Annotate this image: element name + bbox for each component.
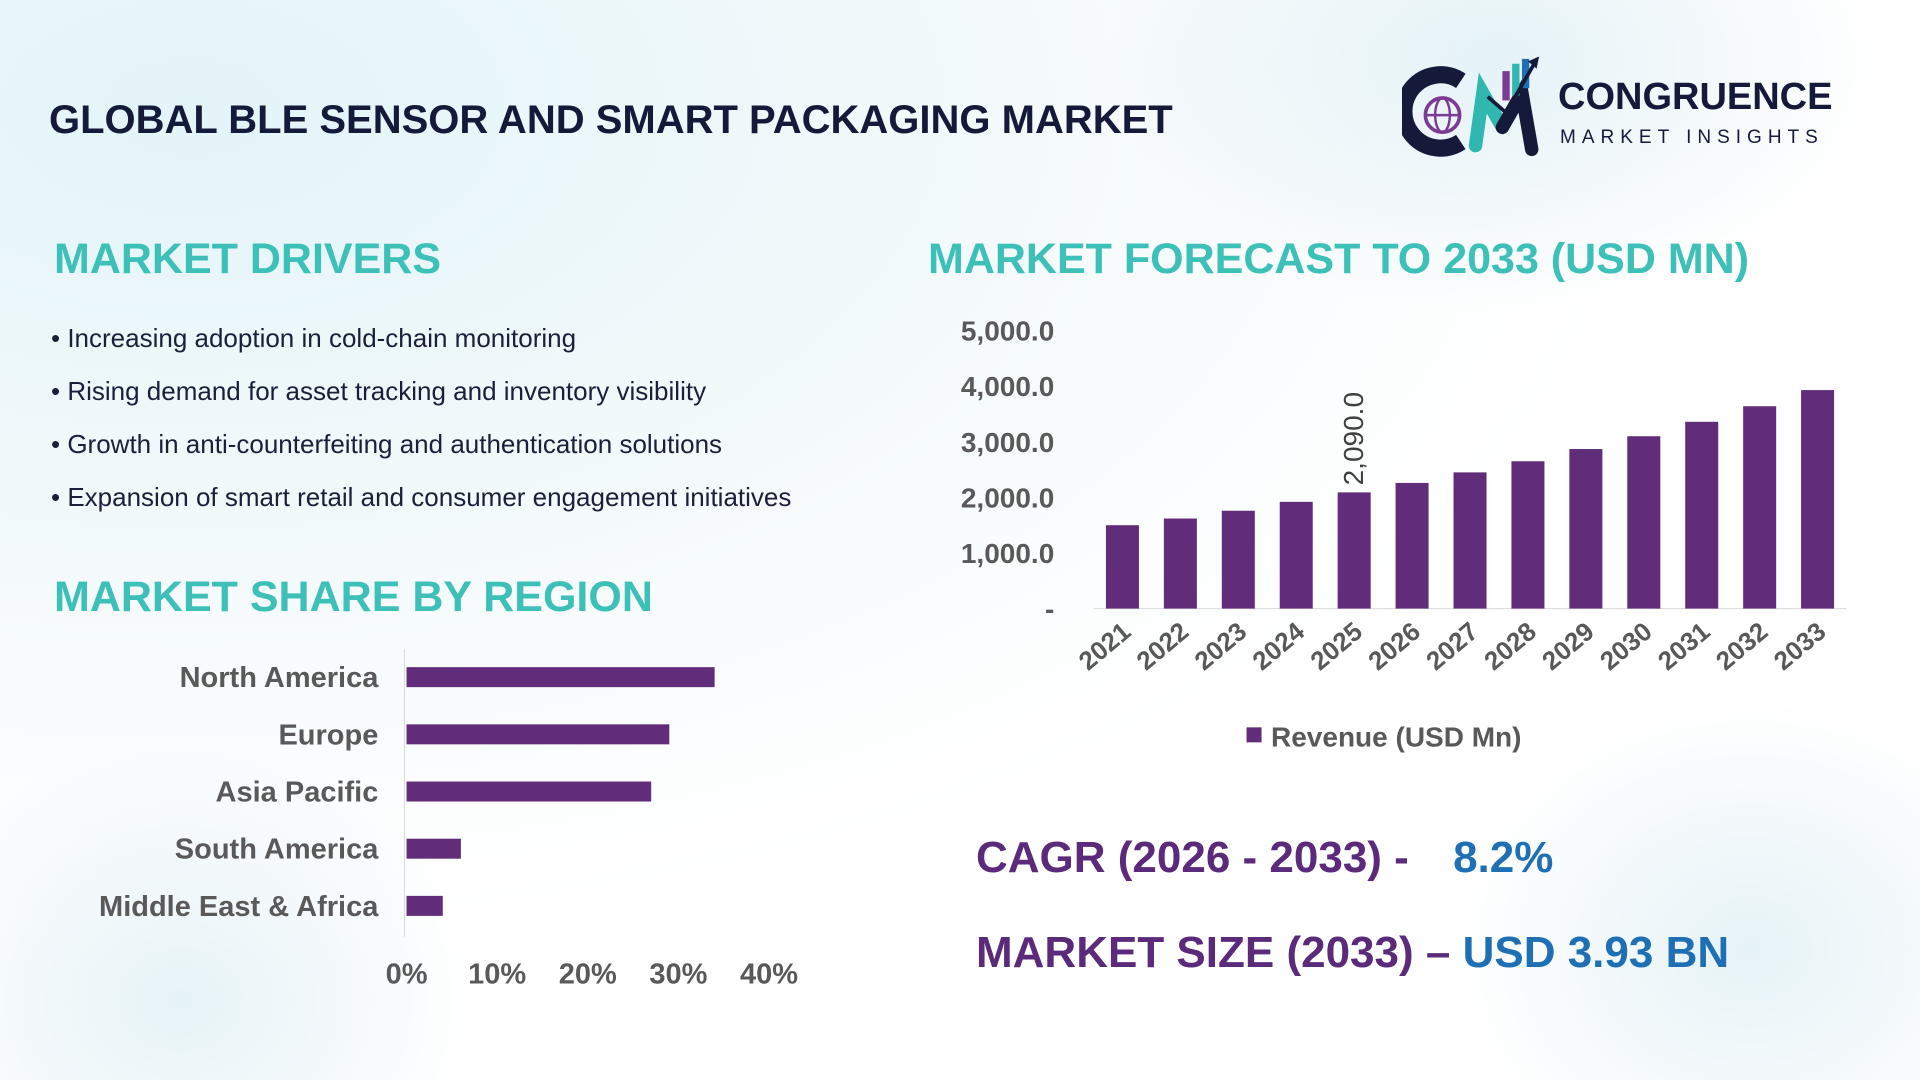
driver-item: • Expansion of smart retail and consumer… xyxy=(51,482,792,512)
x-tick-label: 2033 xyxy=(1768,616,1832,676)
bar-2021 xyxy=(1105,525,1139,609)
x-tick-label: 2032 xyxy=(1710,616,1774,676)
market-size-value: USD 3.93 BN xyxy=(1462,928,1730,977)
bar-2033 xyxy=(1801,390,1835,609)
driver-item: • Increasing adoption in cold-chain moni… xyxy=(51,323,577,353)
bar-2030 xyxy=(1627,436,1661,609)
x-tick-label: 2025 xyxy=(1304,616,1368,676)
x-tick-label: 10% xyxy=(468,958,526,990)
x-tick-label: 40% xyxy=(740,958,798,990)
x-tick-label: 2026 xyxy=(1362,616,1426,676)
logo-tagline: MARKET INSIGHTS xyxy=(1560,127,1824,148)
page-title: GLOBAL BLE SENSOR AND SMART PACKAGING MA… xyxy=(49,98,1173,142)
region-bar xyxy=(406,838,461,859)
x-tick-label: 20% xyxy=(559,958,617,990)
legend-label: Revenue (USD Mn) xyxy=(1271,721,1521,752)
cagr-value: 8.2% xyxy=(1453,833,1554,882)
market-size-label: MARKET SIZE (2033) – xyxy=(976,928,1451,977)
y-tick-label: 5,000.0 xyxy=(961,316,1054,347)
x-tick-label: 2030 xyxy=(1594,616,1658,676)
forecast-heading: MARKET FORECAST TO 2033 (USD MN) xyxy=(928,235,1750,283)
x-tick-label: 2028 xyxy=(1478,616,1542,676)
bar-2022 xyxy=(1163,518,1197,609)
region-heading: MARKET SHARE BY REGION xyxy=(54,573,653,621)
region-label: Europe xyxy=(278,719,378,751)
driver-item: • Growth in anti-counterfeiting and auth… xyxy=(51,429,723,459)
x-tick-label: 2023 xyxy=(1189,616,1253,676)
bar-2031 xyxy=(1685,421,1719,609)
bar-2028 xyxy=(1511,461,1545,609)
region-label: South America xyxy=(175,834,379,866)
y-tick-label: 2,000.0 xyxy=(961,482,1054,513)
y-tick-label: 4,000.0 xyxy=(961,371,1054,402)
bar-2023 xyxy=(1221,510,1255,609)
logo-icon xyxy=(1402,56,1540,157)
cagr-stat: CAGR (2026 - 2033) - 8.2% xyxy=(976,833,1553,883)
region-label: North America xyxy=(180,662,380,694)
x-tick-label: 2021 xyxy=(1073,616,1137,676)
data-label: 2,090.0 xyxy=(1338,392,1369,485)
bar-2032 xyxy=(1743,406,1777,609)
region-bar xyxy=(406,667,715,688)
drivers-list: • Increasing adoption in cold-chain moni… xyxy=(51,312,925,524)
region-bar xyxy=(406,895,443,916)
cagr-label: CAGR (2026 - 2033) - xyxy=(976,833,1409,882)
y-tick-label: - xyxy=(1045,594,1054,625)
region-label: Middle East & Africa xyxy=(99,891,379,923)
region-label: Asia Pacific xyxy=(216,777,379,809)
x-tick-label: 2024 xyxy=(1246,616,1310,677)
bar-2025 xyxy=(1337,492,1371,609)
bar-2024 xyxy=(1279,501,1313,609)
x-tick-label: 2022 xyxy=(1131,616,1195,676)
y-tick-label: 1,000.0 xyxy=(961,538,1054,569)
y-tick-label: 3,000.0 xyxy=(961,427,1054,458)
legend-swatch xyxy=(1246,727,1262,743)
driver-item: • Rising demand for asset tracking and i… xyxy=(51,376,707,406)
x-tick-label: 30% xyxy=(649,958,707,990)
bar-2027 xyxy=(1453,472,1487,609)
x-tick-label: 2029 xyxy=(1536,616,1600,676)
x-tick-label: 2031 xyxy=(1652,616,1716,676)
drivers-heading: MARKET DRIVERS xyxy=(54,235,442,283)
logo-name: CONGRUENCE xyxy=(1558,76,1833,118)
region-bar xyxy=(406,781,652,802)
x-tick-label: 2027 xyxy=(1420,616,1484,676)
market-size-stat: MARKET SIZE (2033) – USD 3.93 BN xyxy=(976,928,1729,978)
bar-2026 xyxy=(1395,482,1429,609)
x-tick-label: 0% xyxy=(386,958,428,990)
bar-2029 xyxy=(1569,449,1603,609)
region-bar xyxy=(406,724,670,745)
